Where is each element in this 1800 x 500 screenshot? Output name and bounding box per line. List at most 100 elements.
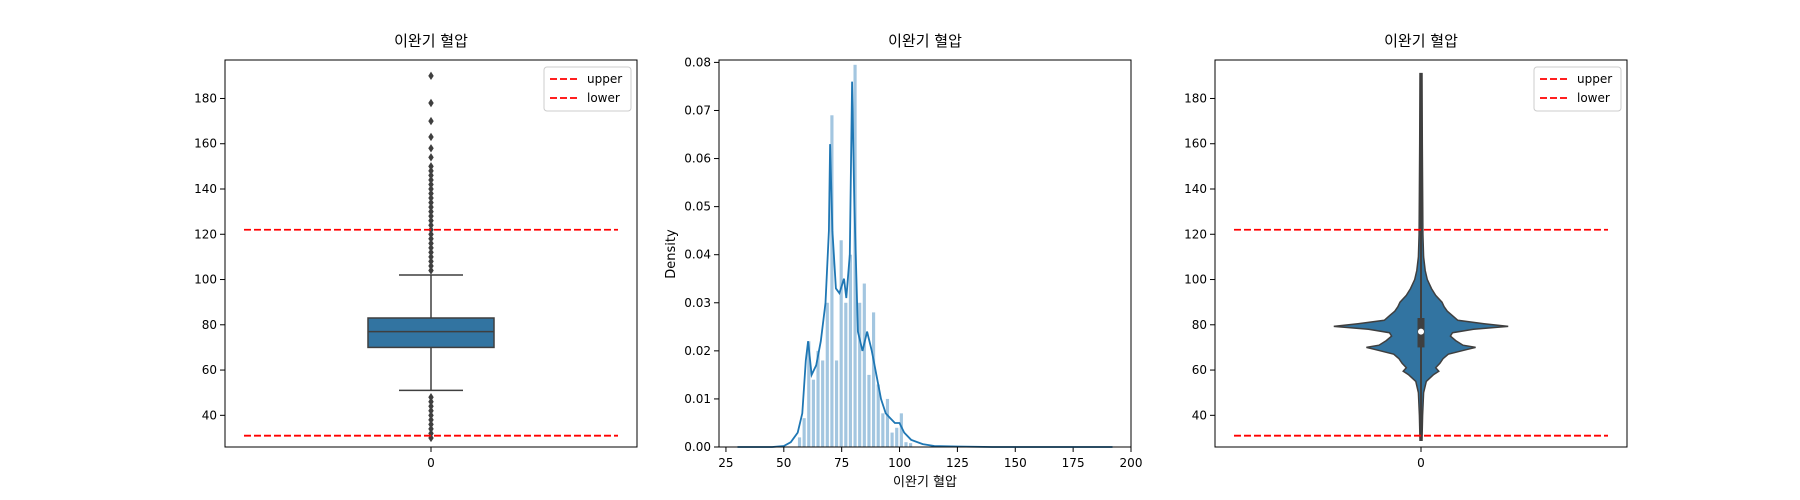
legend-box	[1533, 66, 1622, 112]
boxplot-title: 이완기 혈압	[394, 32, 468, 50]
y-tick-label: 120	[194, 227, 217, 241]
histogram-bar	[839, 240, 843, 447]
histogram-bar	[858, 302, 862, 447]
histogram-frame	[718, 59, 1132, 448]
histogram-bar	[816, 350, 820, 447]
outlier-point	[428, 180, 434, 189]
outlier-point	[428, 211, 434, 221]
y-tick-label: 160	[1184, 137, 1207, 151]
x-tick-label: 50	[776, 456, 791, 470]
y-tick-label: 40	[1192, 408, 1207, 422]
outlier-point	[428, 171, 434, 180]
outlier-point	[428, 202, 434, 212]
outlier-point	[428, 71, 434, 81]
histogram-bar	[844, 302, 848, 447]
x-tick-label: 100	[888, 456, 911, 470]
x-tick-label: 150	[1004, 456, 1027, 470]
y-tick-label: 0.00	[684, 440, 711, 454]
histogram-bar	[899, 413, 903, 447]
x-tick-label: 25	[718, 456, 733, 470]
kde-curve	[737, 81, 1113, 448]
histogram-bar	[890, 432, 894, 447]
outlier-point	[428, 166, 434, 176]
outlier-point	[428, 144, 434, 153]
y-tick-label: 0.08	[684, 55, 711, 69]
violin-title: 이완기 혈압	[1384, 32, 1458, 50]
outlier-point	[428, 402, 434, 411]
histogram-bar	[876, 384, 880, 447]
histogram-title: 이완기 혈압	[888, 32, 962, 50]
outlier-point	[428, 198, 434, 207]
outlier-point	[428, 230, 434, 239]
outlier-point	[428, 216, 434, 225]
x-tick-label: 0	[1417, 456, 1425, 470]
outlier-point	[428, 193, 434, 203]
outlier-point	[428, 243, 434, 253]
violin-legend: upper lower	[1533, 66, 1622, 112]
outlier-point	[428, 424, 434, 434]
outlier-point	[428, 248, 434, 257]
outlier-point	[428, 252, 434, 262]
y-tick-label: 0.06	[684, 152, 711, 166]
outlier-point	[428, 175, 434, 185]
y-tick-label: 0.02	[684, 344, 711, 358]
outlier-point	[428, 184, 434, 194]
violin-median-dot	[1418, 328, 1424, 335]
y-tick-label: 40	[202, 408, 217, 422]
outlier-point	[428, 132, 434, 142]
legend-lower-label: lower	[1577, 91, 1610, 105]
y-tick-label: 0.05	[684, 200, 711, 214]
boxplot-panel: 이완기 혈압 40 60 80 100 120 140 160 180 upper lower…	[194, 32, 638, 470]
histogram-bar	[909, 443, 913, 447]
outlier-point	[428, 415, 434, 425]
x-tick-label: 125	[946, 456, 969, 470]
outlier-point	[428, 221, 434, 230]
histogram-bar	[885, 398, 890, 447]
histogram-bar	[862, 283, 866, 447]
y-tick-label: 0.07	[684, 103, 711, 117]
y-tick-label: 80	[1192, 318, 1207, 332]
y-tick-label: 120	[1184, 227, 1207, 241]
x-tick-label: 200	[1120, 456, 1143, 470]
outlier-point	[428, 257, 434, 266]
outlier-point	[428, 234, 434, 243]
outlier-point	[428, 207, 434, 216]
legend-lower-label: lower	[587, 91, 620, 105]
x-axis-label: 이완기 혈압	[893, 475, 957, 490]
y-tick-label: 80	[202, 318, 217, 332]
legend-box	[543, 66, 632, 112]
outlier-point	[428, 420, 434, 429]
histogram-bar	[797, 437, 802, 447]
y-tick-label: 100	[1184, 273, 1207, 287]
y-tick-label: 140	[194, 182, 217, 196]
x-tick-label: 175	[1062, 456, 1085, 470]
outlier-point	[428, 189, 434, 198]
y-tick-label: 0.03	[684, 296, 711, 310]
histogram-bar	[834, 360, 839, 447]
y-tick-label: 140	[1184, 182, 1207, 196]
histogram-bar	[811, 379, 815, 447]
histogram-bar	[895, 427, 899, 447]
histogram-bar	[867, 374, 871, 447]
y-tick-label: 60	[202, 363, 217, 377]
histogram-bar	[904, 442, 908, 447]
histogram-panel: 이완기 혈압 0.00 0.01 0.02 0.03 0.04 0.05 0.06 0.07 0…	[664, 32, 1142, 490]
histogram-bar	[802, 418, 806, 447]
iqr-box	[367, 317, 495, 349]
outlier-point	[428, 153, 434, 162]
outlier-point	[428, 162, 434, 171]
outlier-point	[428, 116, 434, 126]
legend-upper-label: upper	[587, 72, 622, 86]
x-tick-label: 75	[834, 456, 849, 470]
boxplot-legend: upper lower	[543, 66, 632, 112]
x-tick-label: 0	[427, 456, 435, 470]
histogram-bar	[881, 413, 885, 447]
y-tick-label: 180	[1184, 91, 1207, 105]
outlier-point	[428, 98, 434, 108]
histogram-bar	[807, 341, 811, 447]
y-tick-label: 60	[1192, 363, 1207, 377]
y-tick-label: 0.04	[684, 248, 711, 262]
outlier-point	[428, 261, 434, 271]
legend-upper-label: upper	[1577, 72, 1612, 86]
